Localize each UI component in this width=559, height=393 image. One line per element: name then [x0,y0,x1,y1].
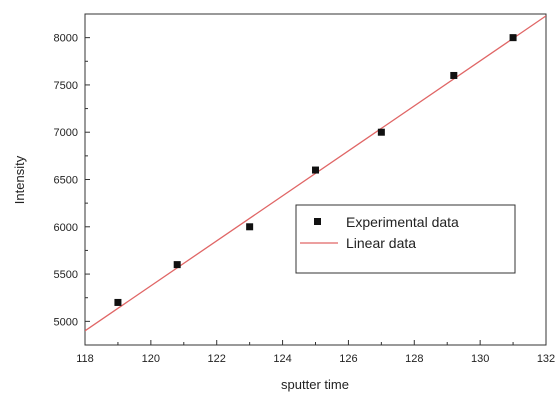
x-tick-label: 120 [142,353,160,365]
y-axis-title: Intensity [12,155,27,204]
legend-label-linear: Linear data [346,235,416,251]
x-axis-title: sputter time [281,377,349,392]
y-tick-label: 7500 [54,80,78,92]
y-tick-label: 6000 [54,222,78,234]
data-point [509,34,517,42]
data-point [312,166,319,174]
data-point [450,71,458,79]
y-tick-label: 7000 [54,127,78,139]
x-tick-label: 118 [76,353,94,365]
y-tick-label: 8000 [54,33,78,45]
x-tick-label: 124 [273,353,291,365]
plot-area [84,13,547,346]
data-point [114,298,122,306]
data-point [246,223,254,231]
legend-label-experimental: Experimental data [346,214,459,230]
experimental-data-series [114,34,517,306]
legend: Experimental data Linear data [295,204,516,274]
data-point [173,261,181,269]
x-tick-label: 126 [339,353,357,365]
y-tick-label: 5000 [54,316,78,328]
y-axis: 5000 5500 6000 6500 7000 7500 8000 [54,33,90,328]
legend-box [295,204,516,274]
x-tick-label: 128 [405,353,423,365]
x-axis: 118 120 122 124 126 128 130 132 [76,340,555,365]
data-point [377,128,385,136]
x-tick-label: 122 [208,353,226,365]
x-tick-label: 130 [471,353,489,365]
x-tick-label: 132 [537,353,555,365]
y-tick-label: 5500 [54,269,78,281]
y-tick-label: 6500 [54,175,78,187]
legend-marker-experimental [314,218,321,225]
